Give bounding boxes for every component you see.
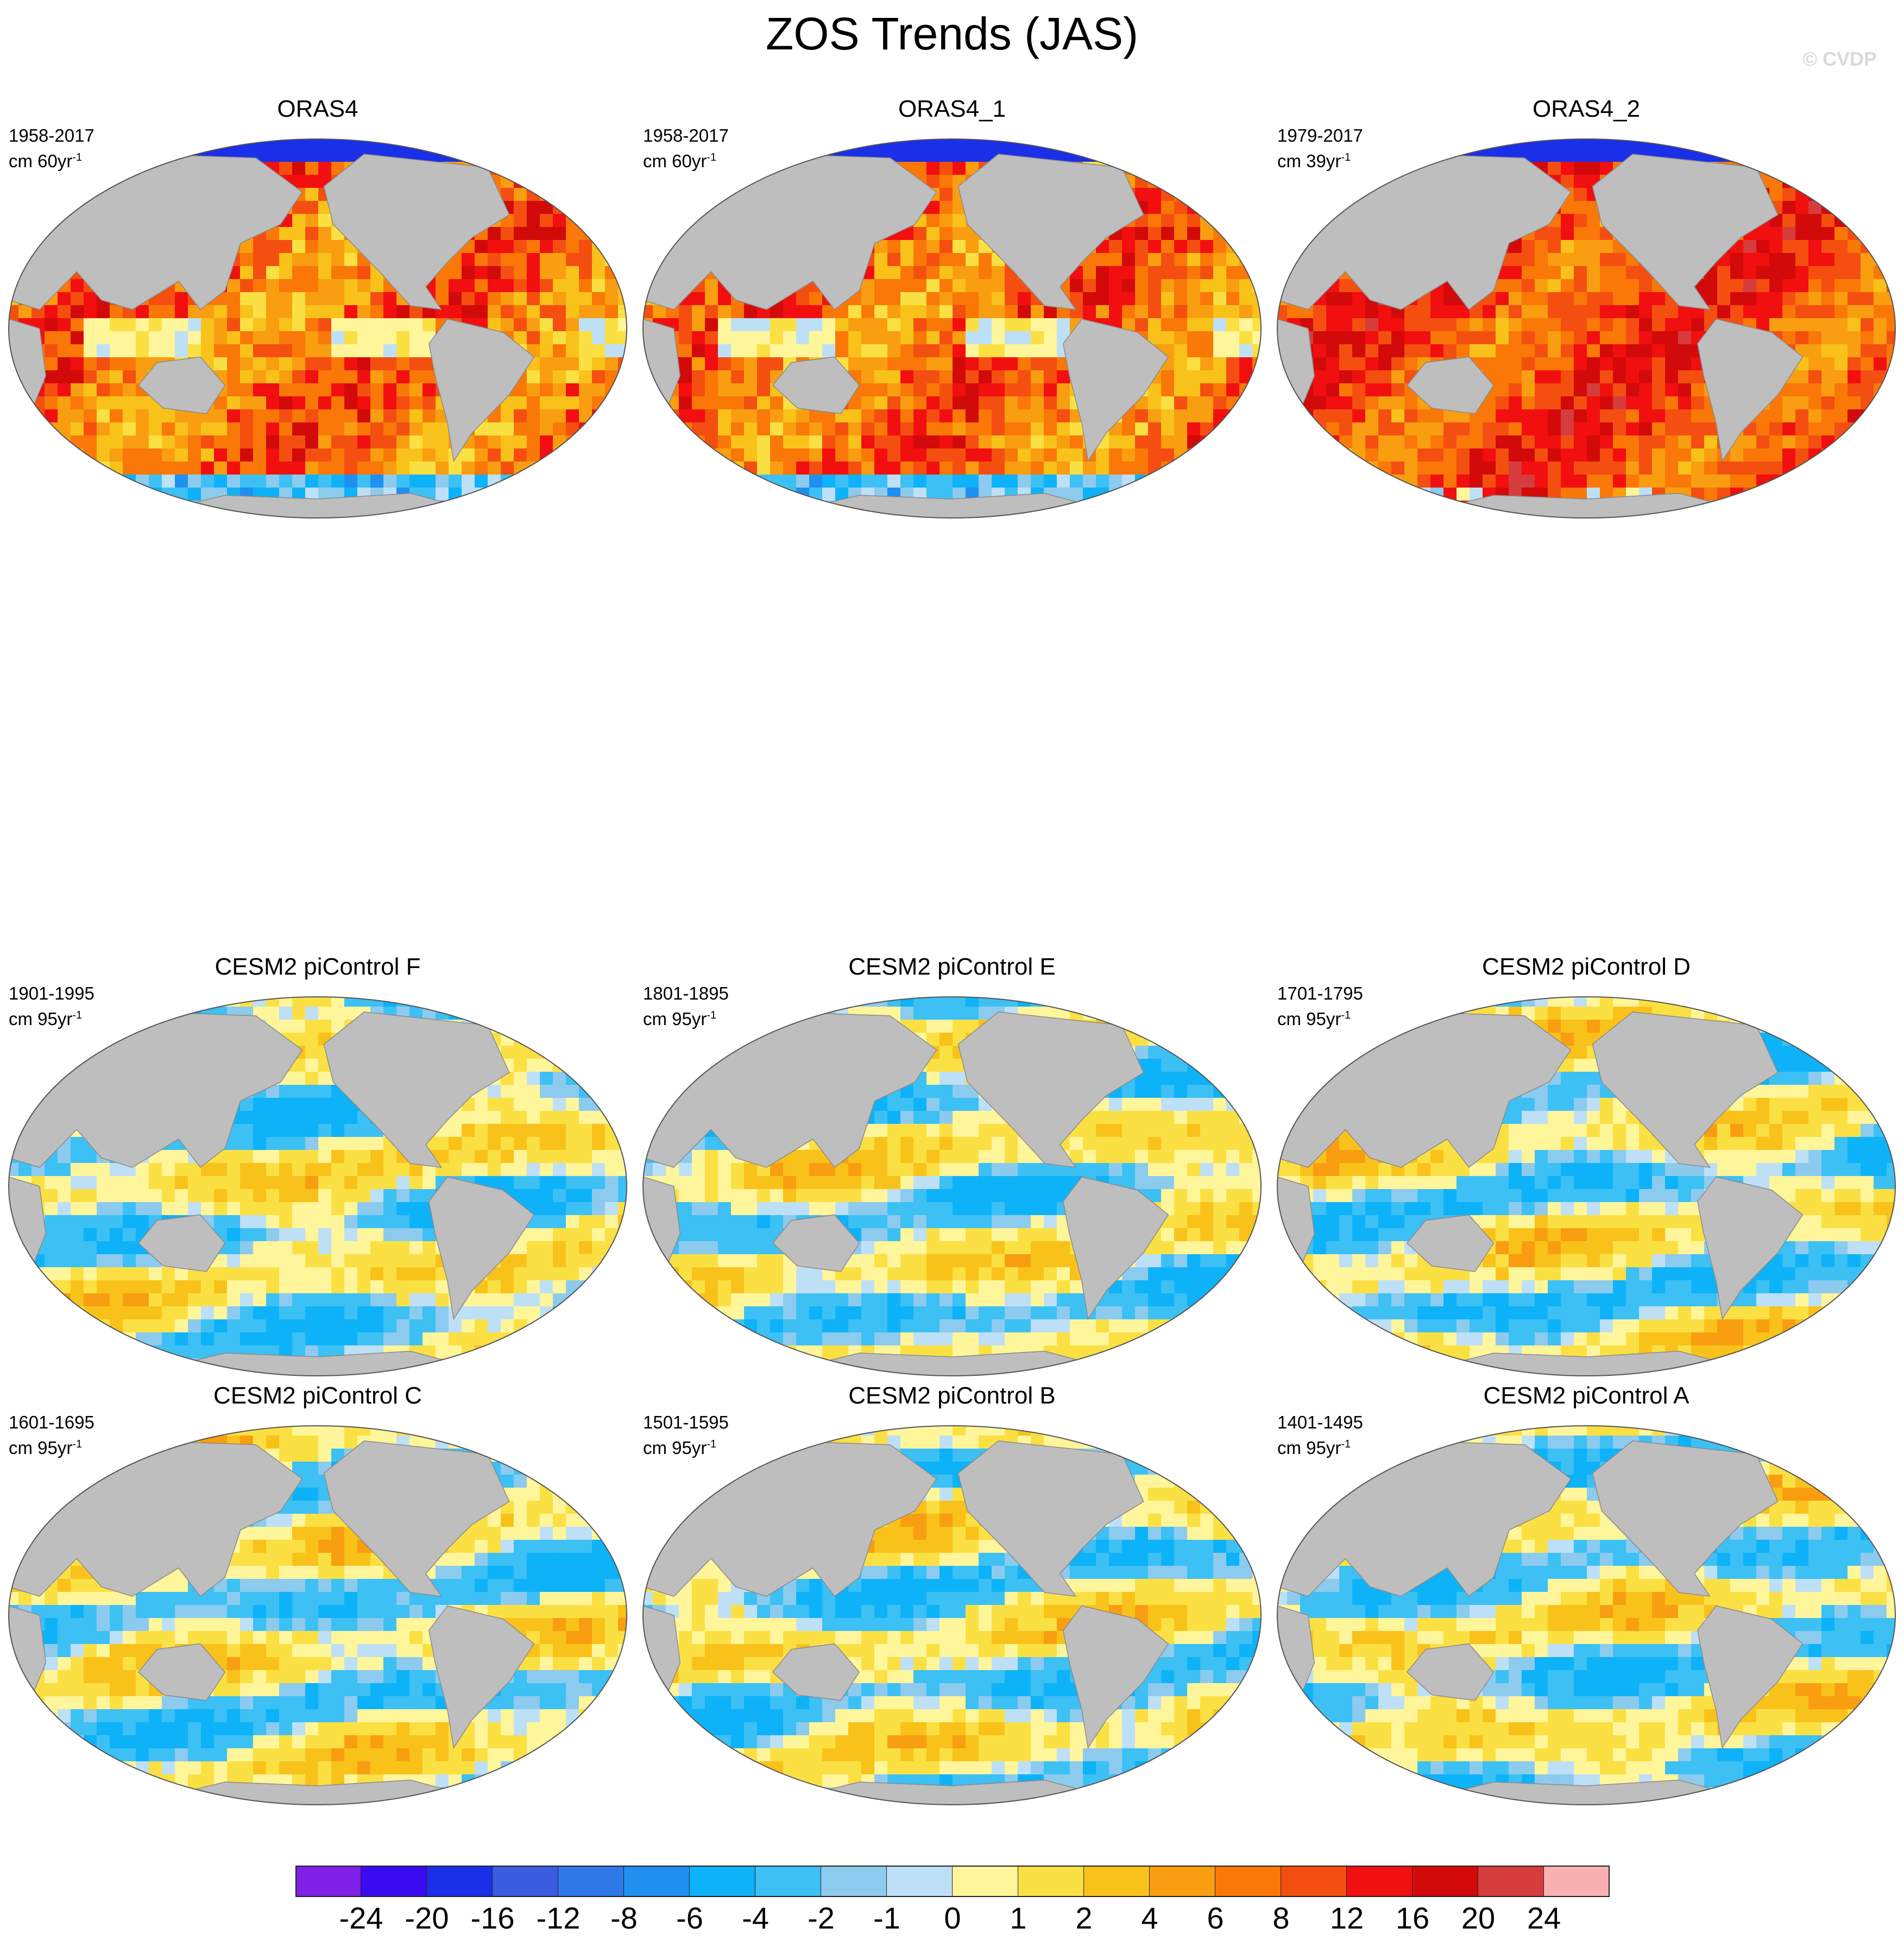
colorbar-swatch <box>1544 1866 1610 1897</box>
panel-title: CESM2 piControl D <box>1482 953 1691 980</box>
panel-period: 1601-1695 <box>9 1412 94 1432</box>
colorbar-tick-label: -4 <box>742 1901 769 1935</box>
panel-title: CESM2 piControl B <box>848 1382 1056 1409</box>
colorbar-tick-label: 1 <box>1010 1901 1027 1935</box>
panel-unit: cm 60yr-1 <box>9 151 83 171</box>
colorbar-tick-label: -20 <box>405 1901 449 1935</box>
colorbar-swatch <box>361 1866 427 1897</box>
colorbar-tick-label: 2 <box>1075 1901 1093 1935</box>
panel-unit: cm 39yr-1 <box>1277 151 1351 171</box>
trend-map <box>8 1425 627 1805</box>
panel-period: 1701-1795 <box>1277 983 1363 1003</box>
map-panel: CESM2 piControl D 1701-1795 cm 95yr-1 <box>1274 953 1899 1376</box>
colorbar-tick-label: 0 <box>944 1901 961 1935</box>
colorbar-swatch <box>558 1866 624 1897</box>
colorbar-swatch <box>1084 1866 1150 1897</box>
colorbar-frame <box>295 1866 1610 1897</box>
panel-title: CESM2 piControl A <box>1483 1382 1689 1409</box>
trend-map <box>1277 138 1896 519</box>
panel-title: CESM2 piControl E <box>848 953 1056 980</box>
colorbar-swatch <box>493 1866 558 1897</box>
panel-period-unit: 1801-1895 cm 95yr-1 <box>643 983 729 1030</box>
colorbar-tick-label: 8 <box>1272 1901 1290 1935</box>
colorbar-tick-label: -6 <box>676 1901 703 1935</box>
map-panel: CESM2 piControl B 1501-1595 cm 95yr-1 <box>640 1382 1264 1805</box>
panel-period: 1958-2017 <box>643 125 729 146</box>
colorbar-tick-label: 4 <box>1141 1901 1158 1935</box>
colorbar-swatch <box>1347 1866 1413 1897</box>
trend-map <box>8 996 627 1376</box>
colorbar-swatch <box>1018 1866 1084 1897</box>
colorbar-swatch <box>1150 1866 1215 1897</box>
colorbar-tick-label: 12 <box>1329 1901 1364 1935</box>
panel-unit: cm 60yr-1 <box>643 151 717 171</box>
colorbar-tick-label: -24 <box>339 1901 383 1935</box>
figure-title: ZOS Trends (JAS) <box>765 8 1139 59</box>
map-panel: CESM2 piControl E 1801-1895 cm 95yr-1 <box>640 953 1264 1376</box>
panel-period-unit: 1958-2017 cm 60yr-1 <box>643 125 729 172</box>
colorbar-swatch <box>427 1866 493 1897</box>
trend-map <box>642 996 1262 1376</box>
panel-period-unit: 1901-1995 cm 95yr-1 <box>9 983 94 1030</box>
panel-unit: cm 95yr-1 <box>1277 1009 1351 1029</box>
colorbar-tick-label: -8 <box>610 1901 638 1935</box>
trend-map <box>1277 1425 1896 1805</box>
panel-period: 1958-2017 <box>9 125 94 146</box>
colorbar-swatch <box>1478 1866 1544 1897</box>
colorbar-swatch <box>953 1866 1018 1897</box>
map-panel: CESM2 piControl C 1601-1695 cm 95yr-1 <box>5 1382 630 1805</box>
panel-period-unit: 1501-1595 cm 95yr-1 <box>643 1412 729 1459</box>
colorbar-tick-label: 20 <box>1461 1901 1496 1935</box>
colorbar-tick-label: 16 <box>1395 1901 1430 1935</box>
colorbar-tick-label: -2 <box>808 1901 835 1935</box>
panel-period: 1901-1995 <box>9 983 94 1003</box>
colorbar-tick-label: -12 <box>536 1901 581 1935</box>
panel-period-unit: 1701-1795 cm 95yr-1 <box>1277 983 1363 1030</box>
map-panel: ORAS4_1 1958-2017 cm 60yr-1 <box>640 96 1264 519</box>
map-panel: ORAS4 1958-2017 cm 60yr-1 <box>5 96 630 519</box>
panel-title: CESM2 piControl C <box>213 1382 422 1409</box>
panel-unit: cm 95yr-1 <box>9 1438 83 1458</box>
colorbar-swatch <box>821 1866 887 1897</box>
colorbar-swatch <box>887 1866 953 1897</box>
colorbar <box>295 1866 1610 1897</box>
colorbar-tick-label: -1 <box>873 1901 900 1935</box>
panel-period: 1979-2017 <box>1277 125 1363 146</box>
trend-map <box>1277 996 1896 1376</box>
colorbar-swatch <box>295 1866 361 1897</box>
map-panel: ORAS4_2 1979-2017 cm 39yr-1 <box>1274 96 1899 519</box>
colorbar-swatch <box>1281 1866 1347 1897</box>
trend-map <box>8 138 627 519</box>
map-panel: CESM2 piControl F 1901-1995 cm 95yr-1 <box>5 953 630 1376</box>
panel-period: 1401-1495 <box>1277 1412 1363 1432</box>
colorbar-tick-label: 24 <box>1527 1901 1561 1935</box>
colorbar-swatch <box>624 1866 690 1897</box>
colorbar-tick-label: 6 <box>1207 1901 1224 1935</box>
colorbar-swatch <box>1215 1866 1281 1897</box>
panel-unit: cm 95yr-1 <box>643 1438 717 1458</box>
trend-map <box>642 138 1262 519</box>
panel-period: 1501-1595 <box>643 1412 729 1432</box>
panel-title: ORAS4_2 <box>1532 96 1641 122</box>
panel-period-unit: 1601-1695 cm 95yr-1 <box>9 1412 94 1459</box>
colorbar-swatch <box>1413 1866 1478 1897</box>
panel-period: 1801-1895 <box>643 983 729 1003</box>
panel-unit: cm 95yr-1 <box>1277 1438 1351 1458</box>
cvdp-watermark: © CVDP <box>1802 48 1877 70</box>
trend-map <box>642 1425 1262 1805</box>
panel-period-unit: 1958-2017 cm 60yr-1 <box>9 125 94 172</box>
colorbar-swatch <box>690 1866 755 1897</box>
panel-unit: cm 95yr-1 <box>9 1009 83 1029</box>
panel-unit: cm 95yr-1 <box>643 1009 717 1029</box>
colorbar-tick-label: -16 <box>470 1901 515 1935</box>
colorbar-swatch <box>755 1866 821 1897</box>
map-panel: CESM2 piControl A 1401-1495 cm 95yr-1 <box>1274 1382 1899 1805</box>
panel-title: CESM2 piControl F <box>215 953 421 980</box>
panel-title: ORAS4_1 <box>898 96 1006 122</box>
panel-period-unit: 1401-1495 cm 95yr-1 <box>1277 1412 1363 1459</box>
panel-title: ORAS4 <box>277 96 358 122</box>
panel-period-unit: 1979-2017 cm 39yr-1 <box>1277 125 1363 172</box>
